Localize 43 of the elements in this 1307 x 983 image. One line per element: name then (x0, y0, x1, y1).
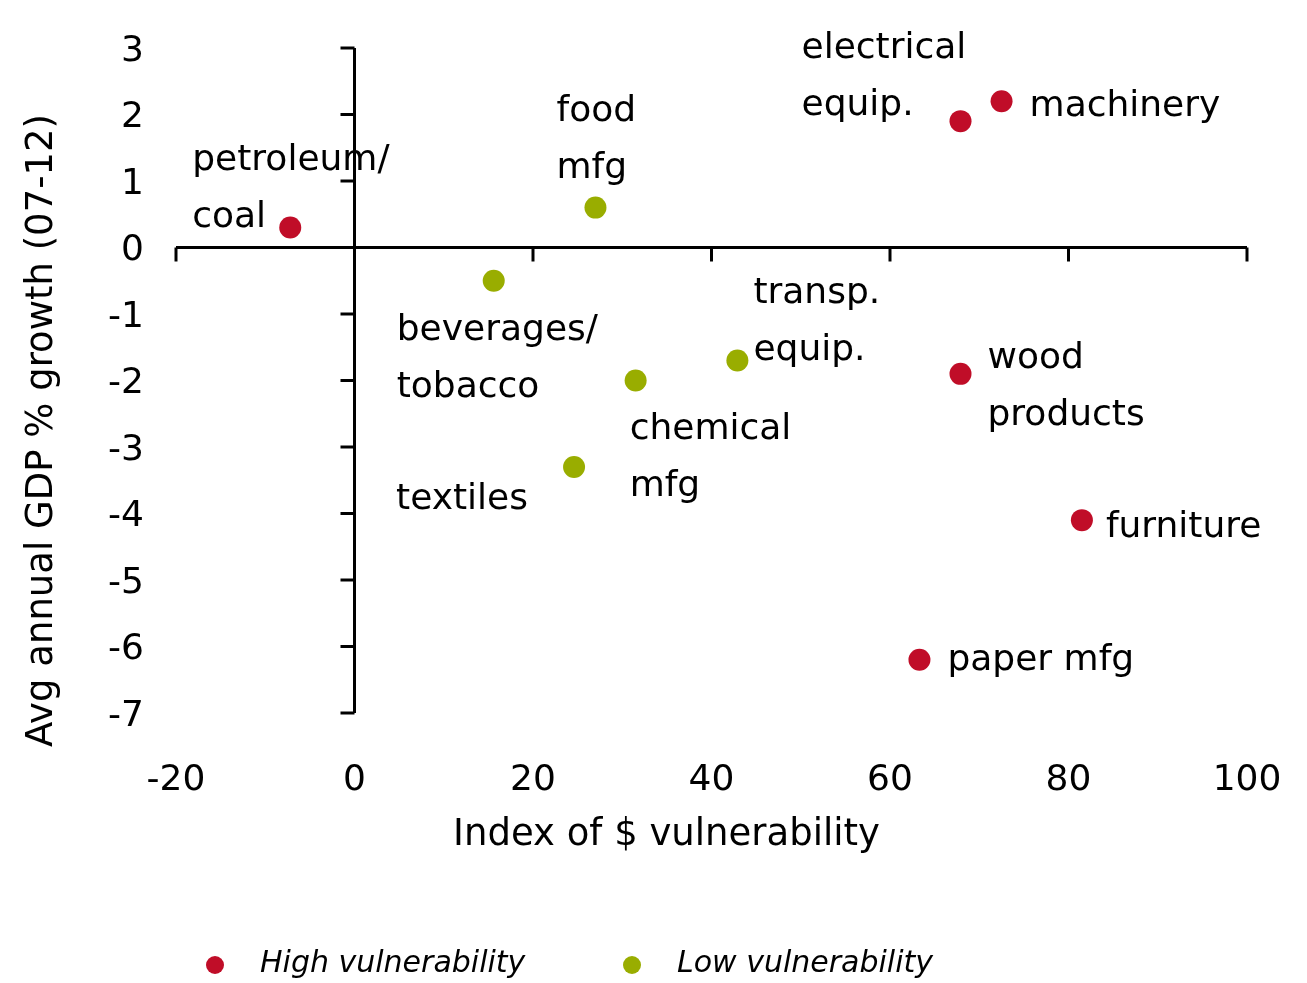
point (990, 90, 1013, 113)
y-tick-label: -1 (108, 293, 144, 335)
annotation: wood products (987, 334, 1145, 433)
y-tick-label: -4 (108, 493, 144, 535)
x-tick-label: -20 (146, 757, 206, 798)
y-tick-label: -2 (108, 360, 144, 402)
point (726, 349, 749, 372)
annotation: food mfg (556, 87, 637, 186)
y-tick-label: 2 (121, 94, 144, 136)
point (1070, 509, 1093, 532)
x-tick-label: 40 (688, 757, 735, 798)
x-axis-title: Index of $ vulnerability (453, 811, 880, 854)
point (908, 648, 931, 671)
x-tick-label: 0 (343, 757, 366, 798)
point (482, 269, 505, 292)
annotation: furniture (1105, 504, 1262, 546)
annotation: electrical equip. (801, 25, 967, 124)
y-tick-label: 0 (121, 227, 144, 269)
legend-label: High vulnerability (260, 944, 527, 979)
x-tick-label: 20 (510, 757, 556, 798)
legend-label: Low vulnerability (677, 944, 935, 979)
point (949, 362, 972, 385)
y-tick-label: -6 (108, 626, 144, 668)
annotation: machinery (1029, 83, 1221, 125)
y-tick-label: -7 (108, 692, 144, 734)
y-tick-label: 3 (121, 27, 144, 69)
annotation: textiles (396, 475, 529, 517)
point (949, 110, 972, 133)
point (563, 455, 586, 478)
y-axis-title: Avg annual GDP % growth (07-12) (18, 113, 61, 748)
point (584, 196, 607, 219)
x-tick-label: 60 (867, 757, 913, 798)
y-tick-label: -3 (108, 426, 144, 468)
x-tick-label: 100 (1212, 757, 1282, 798)
point (624, 369, 647, 392)
x-tick-label: 80 (1045, 757, 1092, 798)
annotation: paper mfg (947, 636, 1135, 678)
y-tick-label: 1 (121, 160, 144, 202)
y-tick-label: -5 (108, 559, 144, 601)
annotation: chemical mfg (629, 405, 792, 504)
annotation: beverages/ tobacco (396, 306, 599, 405)
annotation: transp. equip. (753, 269, 881, 368)
point (279, 216, 302, 239)
